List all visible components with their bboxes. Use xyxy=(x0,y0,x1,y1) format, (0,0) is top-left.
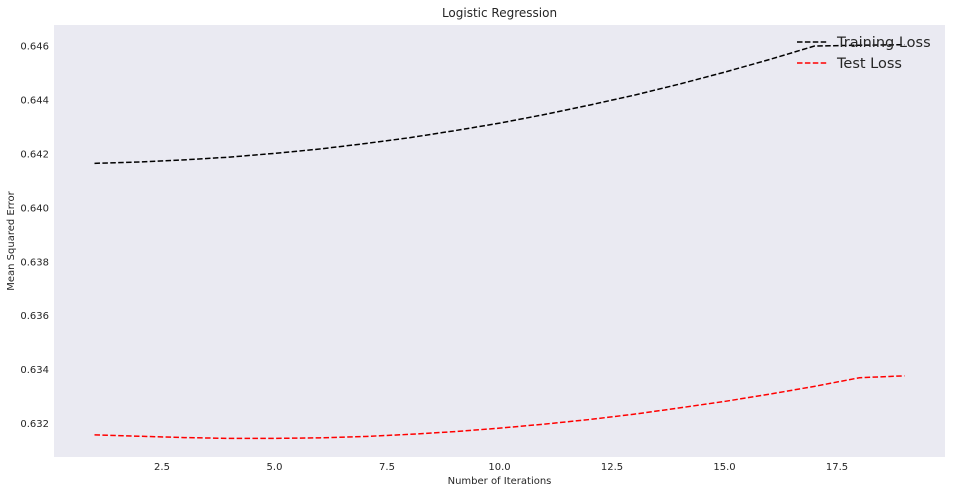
y-tick-label: 0.638 xyxy=(20,257,49,268)
x-axis-label: Number of Iterations xyxy=(448,476,552,487)
y-tick-label: 0.646 xyxy=(20,42,49,53)
x-tick-label: 7.5 xyxy=(379,462,395,473)
x-axis-ticks: 2.5 5.0 7.5 10.0 12.5 15.0 17.5 xyxy=(154,462,848,473)
chart-title: Logistic Regression xyxy=(442,6,557,20)
y-tick-label: 0.632 xyxy=(20,419,49,430)
x-tick-label: 17.5 xyxy=(826,462,848,473)
y-axis-ticks: 0.632 0.634 0.636 0.638 0.640 0.642 0.644 0.646 xyxy=(20,42,49,431)
y-tick-label: 0.634 xyxy=(20,365,49,376)
y-tick-label: 0.642 xyxy=(20,149,49,160)
y-axis-label: Mean Squared Error xyxy=(6,190,17,290)
x-tick-label: 5.0 xyxy=(267,462,283,473)
x-tick-label: 15.0 xyxy=(713,462,735,473)
y-tick-label: 0.644 xyxy=(20,95,49,106)
legend: Training Loss Test Loss xyxy=(797,35,931,72)
x-tick-label: 10.0 xyxy=(488,462,510,473)
x-tick-label: 12.5 xyxy=(601,462,623,473)
legend-label-training-loss: Training Loss xyxy=(836,35,931,51)
plot-area xyxy=(54,25,945,457)
series-line-training-loss xyxy=(94,43,905,165)
series-line-test-loss xyxy=(94,375,905,440)
series-lines xyxy=(94,43,905,440)
legend-label-test-loss: Test Loss xyxy=(836,56,902,72)
x-tick-label: 2.5 xyxy=(154,462,170,473)
y-tick-label: 0.640 xyxy=(20,203,49,214)
y-tick-label: 0.636 xyxy=(20,311,49,322)
